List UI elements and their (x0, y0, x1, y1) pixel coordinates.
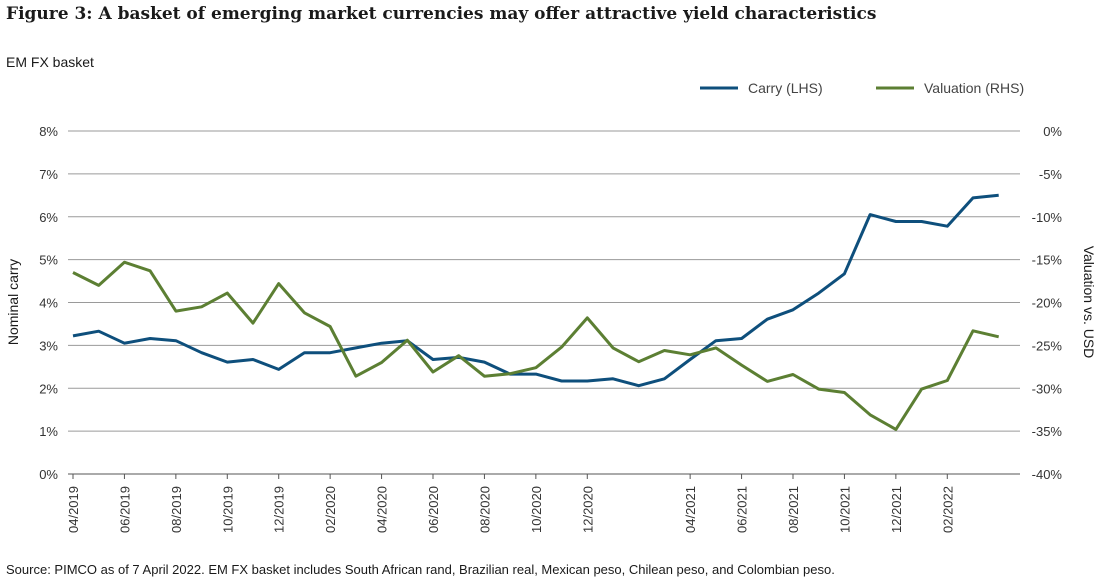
y-tick-label: 4% (39, 296, 58, 311)
y-tick-label: 0% (39, 467, 58, 482)
y2-tick-label: -5% (1039, 167, 1063, 182)
legend-label: Carry (LHS) (748, 80, 823, 96)
right-axis-ticks: -40% -35% -30% -25% -20% -15% -10% -5% 0% (1032, 124, 1063, 482)
y-tick-label: 2% (39, 381, 58, 396)
y-tick-label: 3% (39, 338, 58, 353)
chart-subtitle: EM FX basket (6, 54, 94, 70)
x-tick-label: 06/2021 (735, 486, 750, 533)
x-tick-label: 02/2022 (940, 486, 955, 533)
x-tick-label: 02/2020 (323, 486, 338, 533)
x-tick-label: 04/2020 (375, 486, 390, 533)
source-note: Source: PIMCO as of 7 April 2022. EM FX … (6, 562, 835, 577)
left-axis-ticks: 0% 1% 2% 3% 4% 5% 6% 7% 8% (39, 124, 58, 482)
y-tick-label: 7% (39, 167, 58, 182)
x-tick-label: 06/2019 (117, 486, 132, 533)
x-tick-label: 04/2021 (683, 486, 698, 533)
x-tick-label: 10/2019 (220, 486, 235, 533)
y2-tick-label: -10% (1032, 210, 1063, 225)
y2-tick-label: -15% (1032, 253, 1063, 268)
y-tick-label: 8% (39, 124, 58, 139)
x-tick-label: 12/2020 (580, 486, 595, 533)
x-tick-label: 06/2020 (426, 486, 441, 533)
y2-tick-label: -40% (1032, 467, 1063, 482)
x-tick-label: 10/2020 (529, 486, 544, 533)
chart-title: Figure 3: A basket of emerging market cu… (6, 4, 877, 24)
y-tick-label: 1% (39, 424, 58, 439)
x-tick-label: 08/2019 (169, 486, 184, 533)
x-tick-label: 08/2021 (786, 486, 801, 533)
y-tick-label: 6% (39, 210, 58, 225)
series-lines (72, 193, 1000, 431)
y2-tick-label: -25% (1032, 338, 1063, 353)
x-tick-label: 08/2020 (477, 486, 492, 533)
left-axis-title: Nominal carry (5, 259, 21, 345)
x-axis-ticks: 04/2019 06/2019 08/2019 10/2019 12/2019 02/20… (66, 474, 955, 533)
legend: Carry (LHS) Valuation (RHS) (700, 80, 1024, 96)
y2-tick-label: -30% (1032, 381, 1063, 396)
carry-line (72, 193, 999, 388)
right-axis-title: Valuation vs. USD (1081, 246, 1097, 359)
y2-tick-label: -20% (1032, 296, 1063, 311)
x-tick-label: 10/2021 (837, 486, 852, 533)
y2-tick-label: 0% (1043, 124, 1062, 139)
y-tick-label: 5% (39, 253, 58, 268)
x-tick-label: 12/2019 (272, 486, 287, 533)
x-tick-label: 12/2021 (889, 486, 904, 533)
y2-tick-label: -35% (1032, 424, 1063, 439)
x-tick-label: 04/2019 (66, 486, 81, 533)
legend-label: Valuation (RHS) (924, 80, 1024, 96)
gridlines (68, 130, 1020, 475)
valuation-line (72, 260, 1000, 431)
